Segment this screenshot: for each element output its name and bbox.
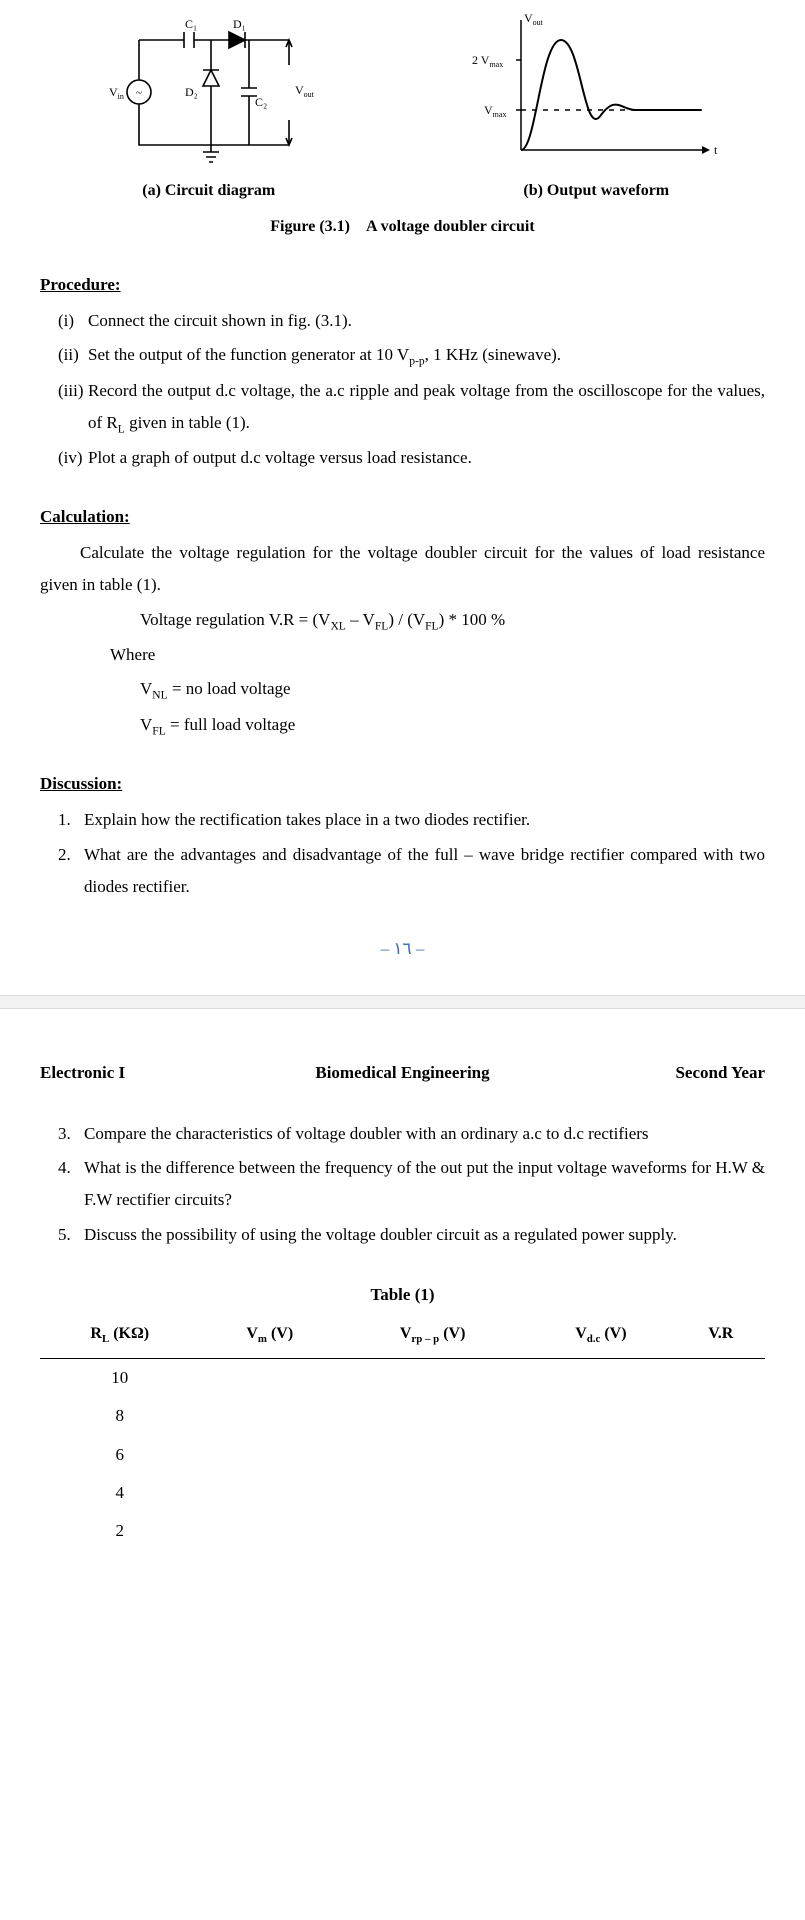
data-table: RL (KΩ) Vm (V) Vrp – p (V) Vd.c (V) V.R … xyxy=(40,1315,765,1550)
table-col-rl: RL (KΩ) xyxy=(40,1315,200,1358)
procedure-list: (i)Connect the circuit shown in fig. (3.… xyxy=(40,305,765,475)
calc-vnl: VNL = no load voltage xyxy=(40,673,765,706)
table-col-vdc: Vd.c (V) xyxy=(525,1315,676,1358)
figure-main-caption: Figure (3.1) A voltage doubler circuit xyxy=(40,212,765,242)
svg-text:~: ~ xyxy=(136,87,142,99)
procedure-item: (iv)Plot a graph of output d.c voltage v… xyxy=(58,442,765,474)
wave-ylabel: Vout xyxy=(524,11,544,27)
table-row: 10 xyxy=(40,1359,765,1398)
page-divider xyxy=(0,995,805,1009)
page-header: Electronic I Biomedical Engineering Seco… xyxy=(40,1057,765,1089)
discussion-list-a: 1.Explain how the rectification takes pl… xyxy=(40,804,765,903)
label-d2: D₂ xyxy=(185,85,198,99)
discussion-item: 3.Compare the characteristics of voltage… xyxy=(58,1118,765,1150)
label-vout-ckt: Vout xyxy=(295,83,315,99)
label-d1: D₁ xyxy=(233,17,246,31)
calc-vfl: VFL = full load voltage xyxy=(40,709,765,742)
header-right: Second Year xyxy=(523,1057,765,1089)
discussion-item: 5.Discuss the possibility of using the v… xyxy=(58,1219,765,1251)
discussion-heading: Discussion: xyxy=(40,768,765,800)
table-row: 8 xyxy=(40,1397,765,1435)
calc-where: Where xyxy=(40,639,765,671)
table-body: 10 8 6 4 2 xyxy=(40,1359,765,1551)
procedure-item: (i)Connect the circuit shown in fig. (3.… xyxy=(58,305,765,337)
wave-2vmax: 2 Vmax xyxy=(472,53,503,69)
table-header-row: RL (KΩ) Vm (V) Vrp – p (V) Vd.c (V) V.R xyxy=(40,1315,765,1358)
calc-formula: Voltage regulation V.R = (VXL – VFL) / (… xyxy=(40,604,765,637)
table-row: 2 xyxy=(40,1512,765,1550)
calc-para: Calculate the voltage regulation for the… xyxy=(40,537,765,602)
table-row: 4 xyxy=(40,1474,765,1512)
calculation-heading: Calculation: xyxy=(40,501,765,533)
table-col-vm: Vm (V) xyxy=(200,1315,340,1358)
circuit-diagram: ~ xyxy=(40,10,378,206)
waveform-diagram: Vout 2 Vmax Vmax t (b) Output waveform xyxy=(428,10,766,206)
procedure-heading: Procedure: xyxy=(40,269,765,301)
discussion-list-b: 3.Compare the characteristics of voltage… xyxy=(40,1118,765,1251)
figure-block: ~ xyxy=(40,0,765,243)
table-row: 6 xyxy=(40,1436,765,1474)
circuit-caption: (a) Circuit diagram xyxy=(40,176,378,206)
discussion-item: 2.What are the advantages and disadvanta… xyxy=(58,839,765,904)
label-c1: C₁ xyxy=(185,17,197,31)
table-title: Table (1) xyxy=(40,1279,765,1311)
page-number: – ١٦ – xyxy=(40,933,765,965)
discussion-item: 4.What is the difference between the fre… xyxy=(58,1152,765,1217)
waveform-caption: (b) Output waveform xyxy=(428,176,766,206)
table-col-vr: V.R xyxy=(677,1315,765,1358)
table-col-vrp: Vrp – p (V) xyxy=(340,1315,525,1358)
wave-t: t xyxy=(714,143,718,157)
header-left: Electronic I xyxy=(40,1057,282,1089)
header-mid: Biomedical Engineering xyxy=(282,1057,524,1089)
procedure-item: (iii)Record the output d.c voltage, the … xyxy=(58,375,765,441)
label-c2: C₂ xyxy=(255,95,267,109)
label-vin: Vin xyxy=(109,85,124,101)
discussion-item: 1.Explain how the rectification takes pl… xyxy=(58,804,765,836)
procedure-item: (ii)Set the output of the function gener… xyxy=(58,339,765,372)
wave-vmax: Vmax xyxy=(484,103,506,119)
